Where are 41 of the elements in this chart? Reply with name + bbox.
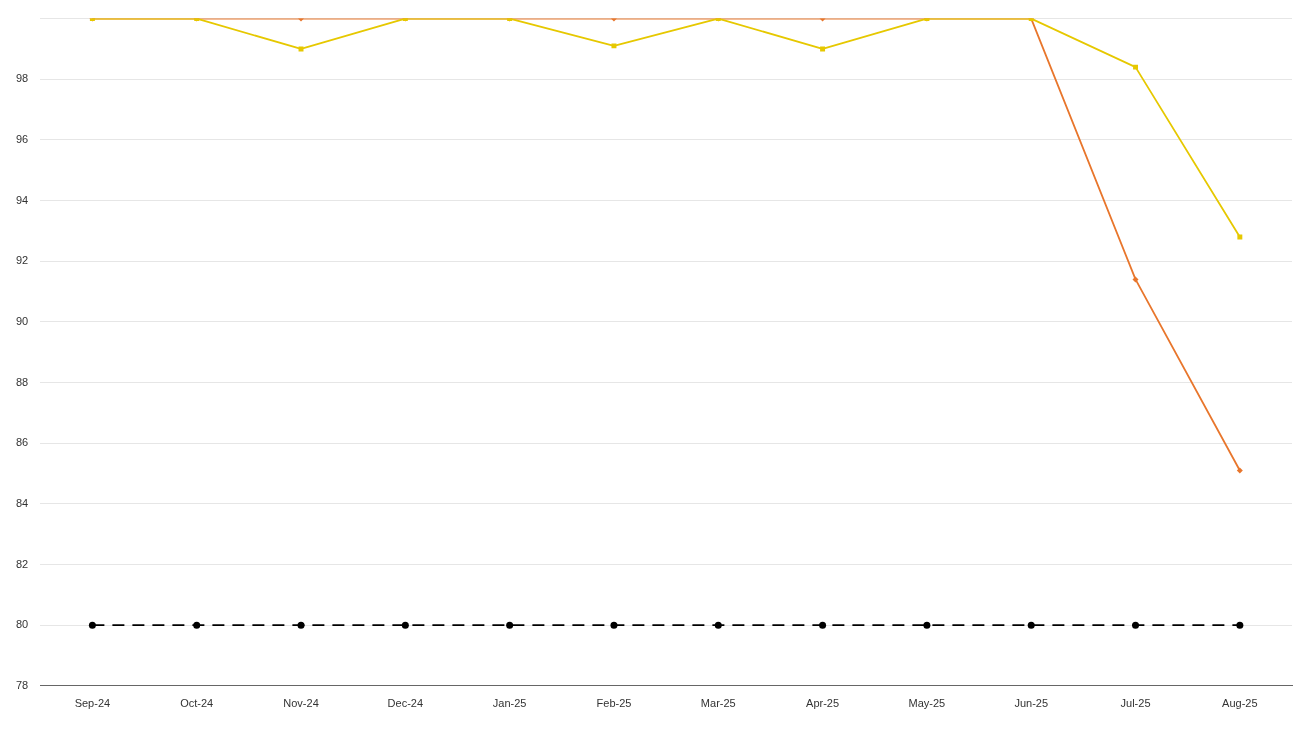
x-tick-label: Dec-24 [387,697,424,710]
y-tick-label: 86 [15,436,29,449]
point [297,621,305,629]
y-tick-label: 98 [15,72,29,85]
y-tick-label: 78 [15,678,29,691]
x-tick-label: Oct-24 [180,697,214,710]
point [1236,467,1243,474]
point [610,621,618,629]
y-tick-label: 92 [15,254,29,267]
x-tick-label: Jun-25 [1014,697,1049,710]
y-tick-label: 82 [15,557,29,570]
point [1236,621,1244,629]
point [401,621,409,629]
point [714,621,722,629]
point [1132,276,1139,283]
x-tick-label: Nov-24 [283,697,319,710]
y-tick-label: 90 [15,314,29,327]
point [88,621,96,629]
point [820,46,826,52]
x-tick-label: Sep-24 [74,697,111,710]
point [506,621,514,629]
x-tick-label: Feb-25 [596,697,632,710]
point [819,621,827,629]
x-tick-label: Jul-25 [1120,697,1151,710]
x-tick-label: Aug-25 [1222,697,1258,710]
y-tick-label: 80 [15,618,29,631]
point [193,621,201,629]
y-tick-label: 94 [15,193,29,206]
point [1132,621,1140,629]
x-tick-label: May-25 [908,697,946,710]
y-tick-label: 88 [15,375,29,388]
point [1027,621,1035,629]
x-tick-label: Apr-25 [806,697,840,710]
point [1237,234,1243,240]
y-tick-label: 96 [15,132,29,145]
x-tick-label: Jan-25 [492,697,527,710]
point [923,621,931,629]
point [1133,64,1138,70]
y-tick-label: 84 [15,496,29,509]
x-tick-label: Mar-25 [700,697,736,710]
point [611,43,617,49]
